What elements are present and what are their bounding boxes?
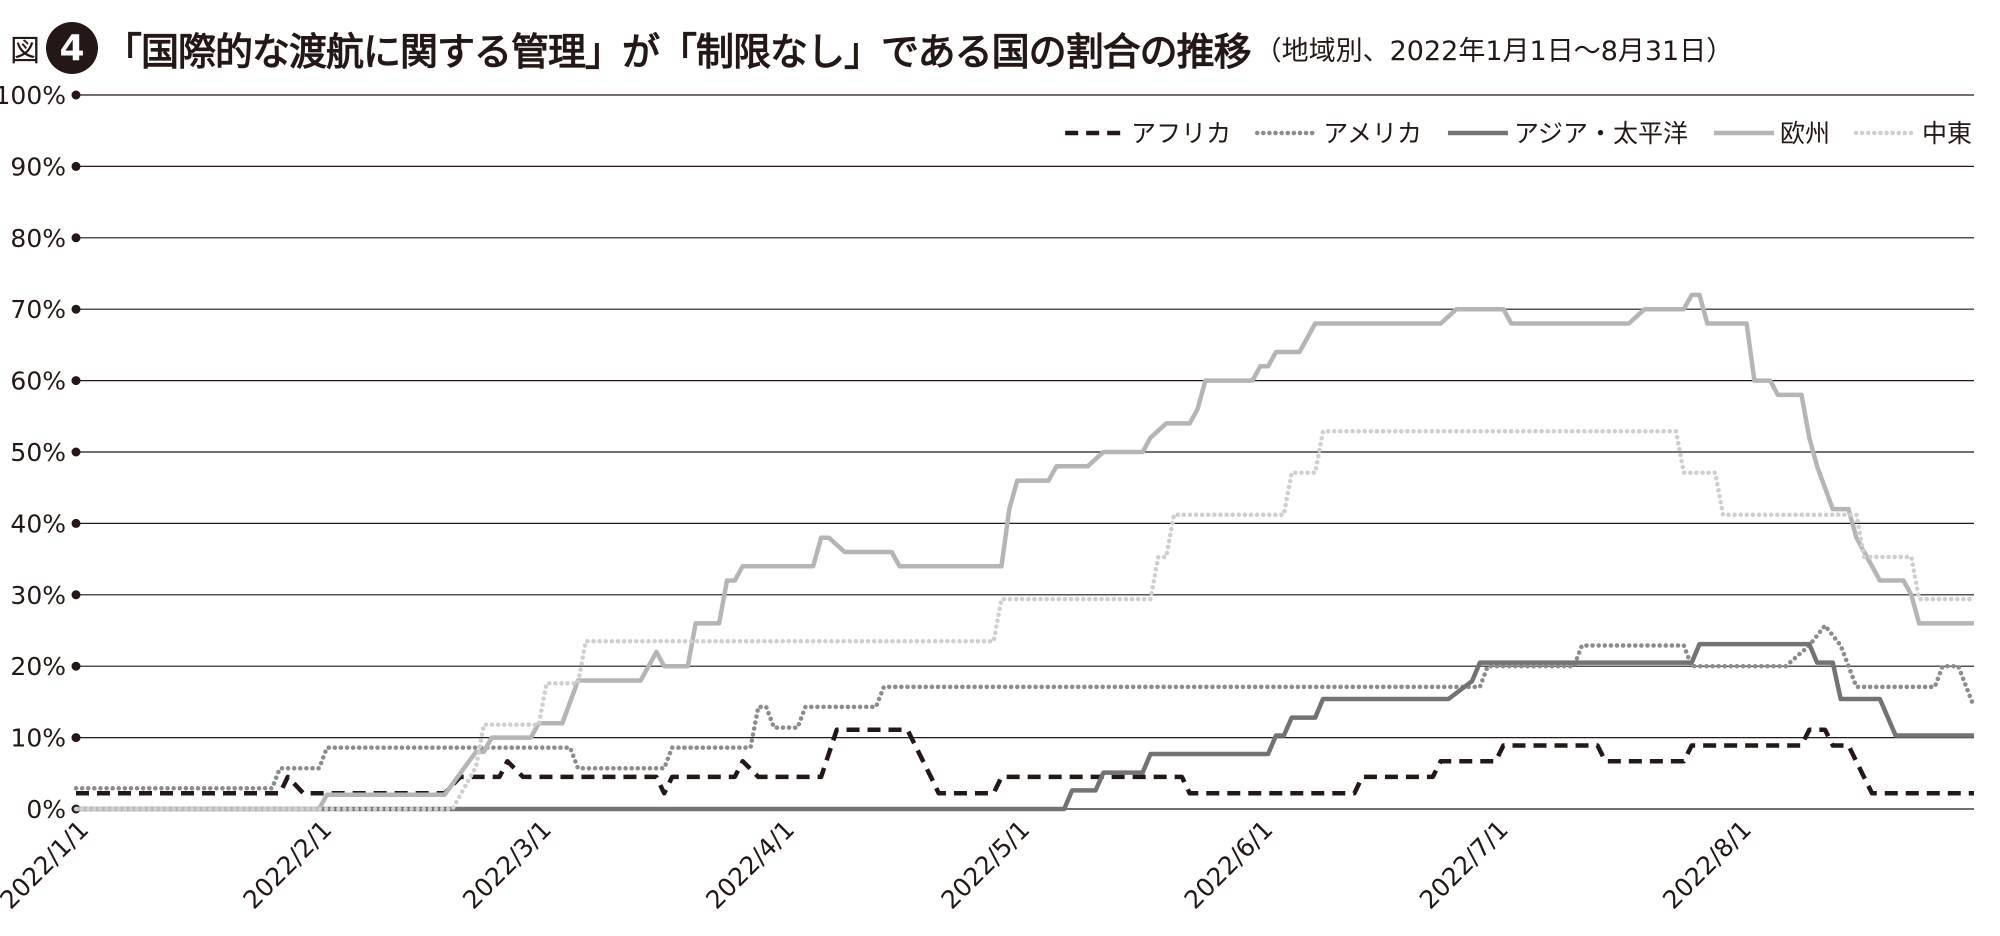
legend-label-2: アジア・太平洋 xyxy=(1514,119,1688,148)
series-line-2 xyxy=(76,641,1974,812)
y-tick-label: 0% xyxy=(26,795,66,824)
x-axis: 2022/1/1 2022/2/1 2022/3/1 2022/4/1 2022/5/1… xyxy=(0,815,1757,915)
series-line-3 xyxy=(76,292,1974,812)
x-tick-label: 2022/5/1 xyxy=(935,815,1035,915)
y-axis: 0% 10% 20% 30% 40% 50% 60% 70% 80% 90% 100% xyxy=(0,81,81,824)
y-tick-dot xyxy=(71,518,81,528)
x-tick-label: 2022/2/1 xyxy=(237,815,337,915)
x-tick-label: 2022/6/1 xyxy=(1179,815,1279,915)
y-tick-label: 30% xyxy=(10,581,66,610)
x-tick-label: 2022/3/1 xyxy=(457,815,557,915)
y-tick-label: 50% xyxy=(10,438,66,467)
y-tick-dot xyxy=(71,376,81,386)
x-tick: 2022/4/1 xyxy=(700,815,800,915)
x-tick: 2022/1/1 xyxy=(0,815,94,915)
chart-title: 「国際的な渡航に関する管理」が「制限なし」である国の割合の推移 xyxy=(104,29,1252,74)
y-tick-dot xyxy=(71,304,81,314)
x-tick: 2022/7/1 xyxy=(1414,815,1514,915)
legend-label-3: 欧州 xyxy=(1780,119,1830,148)
x-tick-label: 2022/1/1 xyxy=(0,815,94,915)
x-tick: 2022/2/1 xyxy=(237,815,337,915)
y-tick-dot xyxy=(71,233,81,243)
y-tick-label: 80% xyxy=(10,224,66,253)
y-tick-dot xyxy=(71,90,81,100)
y-tick-dot xyxy=(71,447,81,457)
gridlines xyxy=(76,94,1974,810)
series-line-0 xyxy=(76,727,1974,796)
y-tick-label: 40% xyxy=(10,509,66,538)
y-tick-dot xyxy=(71,161,81,171)
legend-label-1: アメリカ xyxy=(1323,119,1422,148)
chart-subtitle: （地域別、2022年1月1日〜8月31日） xyxy=(1254,35,1734,67)
x-tick: 2022/5/1 xyxy=(935,815,1035,915)
y-tick-dot xyxy=(71,733,81,743)
figure-number-badge: 4 xyxy=(46,22,98,74)
legend: 中東 欧州 アジア・太平洋 アメリカ アフリカ xyxy=(1065,119,1972,148)
y-tick-dot xyxy=(71,590,81,600)
series-line-4 xyxy=(73,429,1977,812)
y-tick-label: 60% xyxy=(10,367,66,396)
y-tick-dot xyxy=(71,661,81,671)
series-lines xyxy=(73,292,1977,812)
figure-prefix: 図 xyxy=(10,34,40,69)
legend-label-4: 中東 xyxy=(1922,119,1972,148)
y-tick-label: 20% xyxy=(10,652,66,681)
y-tick-label: 70% xyxy=(10,295,66,324)
y-tick-label: 90% xyxy=(10,152,66,181)
x-tick: 2022/3/1 xyxy=(457,815,557,915)
series-line-1 xyxy=(73,623,1977,791)
x-tick-label: 2022/4/1 xyxy=(700,815,800,915)
x-tick-label: 2022/7/1 xyxy=(1414,815,1514,915)
x-tick-label: 2022/8/1 xyxy=(1657,815,1757,915)
x-tick: 2022/8/1 xyxy=(1657,815,1757,915)
legend-label-0: アフリカ xyxy=(1131,119,1231,148)
chart-header: 図 4 「国際的な渡航に関する管理」が「制限なし」である国の割合の推移 （地域別… xyxy=(10,18,1733,78)
y-tick-label: 100% xyxy=(0,81,66,110)
y-tick-label: 10% xyxy=(10,724,66,753)
x-tick: 2022/6/1 xyxy=(1179,815,1279,915)
